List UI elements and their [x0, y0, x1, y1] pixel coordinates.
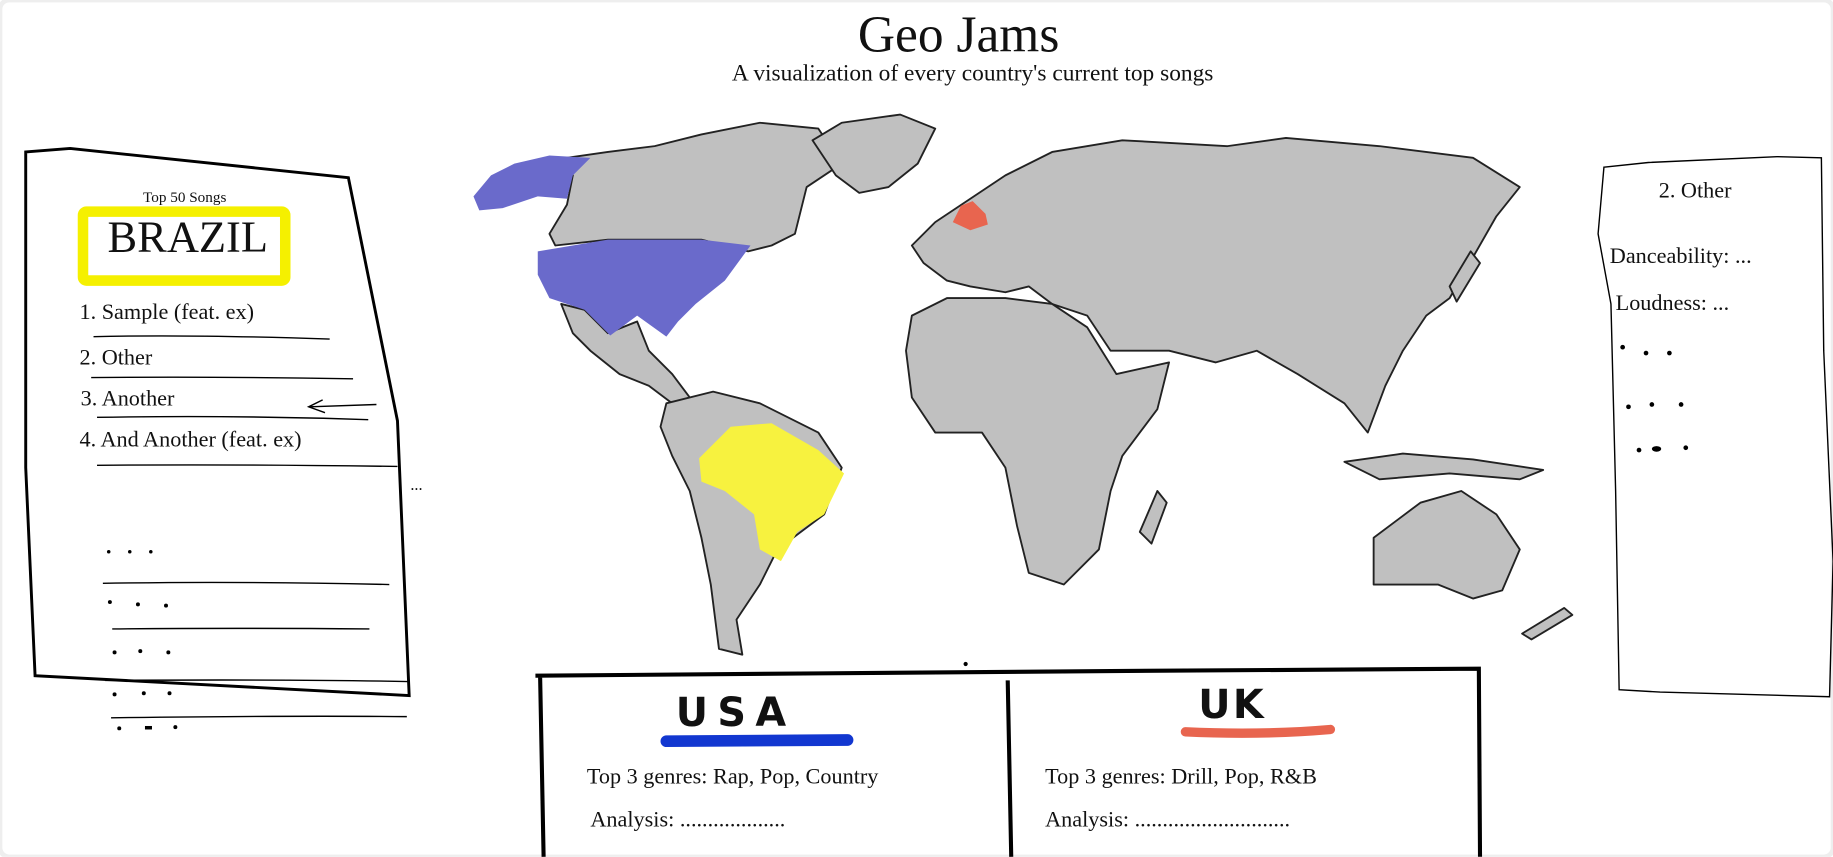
continent-eurasia[interactable]: [910, 137, 1521, 434]
country-greenland[interactable]: [811, 113, 937, 194]
country-usa[interactable]: [537, 239, 751, 337]
compare-right-analysis: Analysis: ............................: [1045, 807, 1291, 833]
compare-left-genres: Top 3 genres: Rap, Pop, Country: [586, 764, 879, 790]
loudness-stat: Loudness: ...: [1615, 291, 1730, 316]
region-indonesia[interactable]: [1343, 452, 1545, 481]
country-new-zealand[interactable]: [1521, 606, 1574, 641]
ellipsis-dots-left: [106, 550, 178, 731]
ellipsis-dots-right: [1620, 344, 1689, 453]
song-underlines: [91, 335, 409, 719]
usa-underline: [660, 734, 854, 748]
page-subtitle: A visualization of every country's curre…: [731, 60, 1214, 87]
compare-right-country: UK: [1198, 681, 1267, 729]
song-item-2[interactable]: 2. Other: [79, 346, 153, 371]
song-item-1[interactable]: 1. Sample (feat. ex): [79, 300, 255, 325]
brazil-highlight-box: [77, 206, 291, 286]
right-panel-border: [1597, 155, 1833, 698]
uk-underline: [1180, 724, 1336, 738]
country-alaska[interactable]: [473, 155, 591, 211]
world-map: [473, 113, 1574, 667]
country-australia[interactable]: [1372, 490, 1521, 600]
country-canada[interactable]: [548, 121, 843, 253]
more-indicator: ...: [410, 476, 423, 495]
arrow-icon: [306, 399, 377, 414]
country-brazil[interactable]: [699, 423, 845, 562]
compare-right-genres: Top 3 genres: Drill, Pop, R&B: [1045, 764, 1317, 790]
page-title: Geo Jams: [857, 5, 1060, 64]
country-uk[interactable]: [952, 201, 988, 231]
song-detail-title: 2. Other: [1658, 178, 1732, 204]
compare-left-country: USA: [675, 689, 796, 737]
selected-country-name: BRAZIL: [107, 212, 268, 262]
top-songs-caption: Top 50 Songs: [143, 188, 227, 206]
compare-box-border: [535, 666, 1483, 857]
song-item-3[interactable]: 3. Another: [80, 386, 175, 412]
danceability-stat: Danceability: ...: [1609, 244, 1752, 269]
country-japan[interactable]: [1448, 250, 1481, 303]
left-panel-border: [24, 147, 411, 698]
continent-africa[interactable]: [905, 297, 1170, 586]
compare-left-analysis: Analysis: ...................: [590, 807, 786, 833]
song-item-4[interactable]: 4. And Another (feat. ex): [79, 427, 302, 453]
country-madagascar[interactable]: [1138, 490, 1168, 545]
